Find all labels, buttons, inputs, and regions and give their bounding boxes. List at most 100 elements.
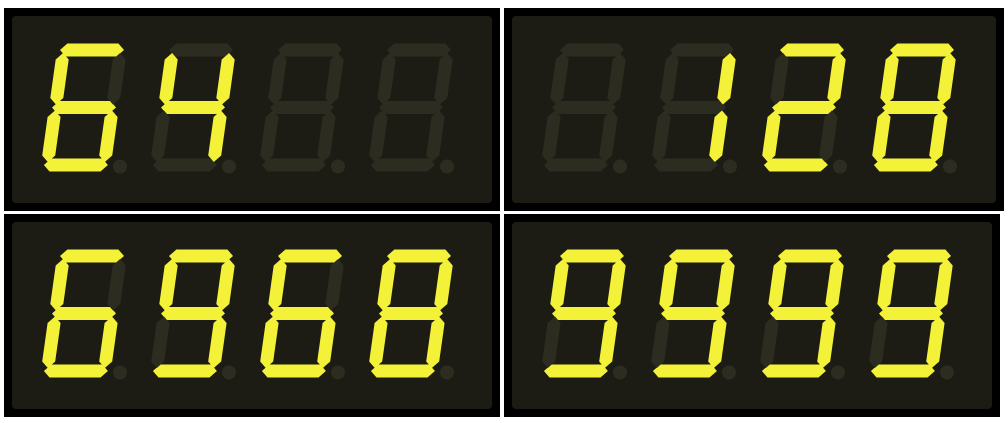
segment-a <box>387 43 451 57</box>
segment-b <box>325 259 344 311</box>
segment-d <box>870 364 935 378</box>
segment-d <box>653 158 718 172</box>
decimal-point <box>722 365 736 380</box>
decimal-point <box>943 159 957 174</box>
segment-g <box>270 307 334 320</box>
digit <box>762 43 847 174</box>
segment-d <box>152 158 217 172</box>
digit <box>651 249 736 380</box>
decimal-point <box>723 159 737 174</box>
decimal-point <box>940 365 954 380</box>
segment-c <box>926 316 945 368</box>
segment-f <box>660 53 679 105</box>
segment-a <box>670 43 734 57</box>
segment-g <box>879 307 943 320</box>
segment-f <box>50 53 69 105</box>
segment-d <box>370 158 435 172</box>
segment-e <box>42 316 61 368</box>
segment-b <box>216 259 235 311</box>
digit <box>760 249 845 380</box>
segment-c <box>599 110 618 162</box>
segment-a <box>560 43 624 57</box>
segment-g <box>772 101 836 114</box>
decimal-point <box>113 159 127 174</box>
digit <box>260 249 345 380</box>
segment-a <box>60 43 124 57</box>
segment-e <box>869 316 888 368</box>
segment-f <box>159 53 178 105</box>
segment-f <box>550 53 569 105</box>
segment-c <box>317 110 336 162</box>
segment-b <box>107 53 126 105</box>
segment-a <box>778 249 842 263</box>
segment-b <box>107 259 126 311</box>
segment-b <box>607 53 626 105</box>
segment-g <box>661 307 725 320</box>
digit <box>542 43 627 174</box>
segment-d <box>370 364 435 378</box>
segment-c <box>99 316 118 368</box>
digit <box>151 43 236 174</box>
segment-e <box>760 316 779 368</box>
segment-a <box>669 249 733 263</box>
segment-a <box>169 249 233 263</box>
segment-d <box>543 158 608 172</box>
segment-f <box>268 53 287 105</box>
decimal-point <box>440 365 454 380</box>
segment-b <box>717 53 736 105</box>
digit <box>260 43 345 174</box>
digit <box>542 249 627 380</box>
segment-a <box>60 249 124 263</box>
segment-e <box>762 110 781 162</box>
decimal-point <box>833 159 847 174</box>
segment-b <box>825 259 844 311</box>
segment-e <box>542 316 561 368</box>
segment-b <box>216 53 235 105</box>
display-top-right: 128 <box>504 8 1004 211</box>
segment-g <box>552 101 616 114</box>
segment-e <box>542 110 561 162</box>
decimal-point <box>331 159 345 174</box>
segment-d <box>652 364 717 378</box>
segment-d <box>261 364 326 378</box>
segment-c <box>426 316 445 368</box>
segment-e <box>260 110 279 162</box>
segment-f <box>377 259 396 311</box>
segment-e <box>151 316 170 368</box>
segment-f <box>880 53 899 105</box>
segment-c <box>99 110 118 162</box>
segment-a <box>278 249 342 263</box>
segment-d <box>763 158 828 172</box>
segment-f <box>877 259 896 311</box>
segment-g <box>662 101 726 114</box>
segment-d <box>761 364 826 378</box>
segment-f <box>159 259 178 311</box>
segment-b <box>937 53 956 105</box>
digit <box>652 43 737 174</box>
segment-g <box>552 307 616 320</box>
segment-a <box>560 249 624 263</box>
segment-a <box>887 249 951 263</box>
segment-c <box>208 316 227 368</box>
segment-c <box>817 316 836 368</box>
segment-a <box>169 43 233 57</box>
segment-d <box>543 364 608 378</box>
segment-d <box>152 364 217 378</box>
segment-b <box>434 53 453 105</box>
digit <box>369 43 454 174</box>
decimal-point <box>613 159 627 174</box>
digit-display-svg <box>42 249 454 380</box>
digit-display-svg <box>42 43 454 174</box>
segment-b <box>827 53 846 105</box>
segment-c <box>819 110 838 162</box>
segment-d <box>43 364 108 378</box>
segment-g <box>882 101 946 114</box>
decimal-point <box>613 365 627 380</box>
segment-g <box>379 101 443 114</box>
digit-display-svg <box>542 43 957 174</box>
segment-e <box>872 110 891 162</box>
segment-e <box>651 316 670 368</box>
segment-c <box>317 316 336 368</box>
segment-f <box>268 259 287 311</box>
segment-b <box>434 259 453 311</box>
